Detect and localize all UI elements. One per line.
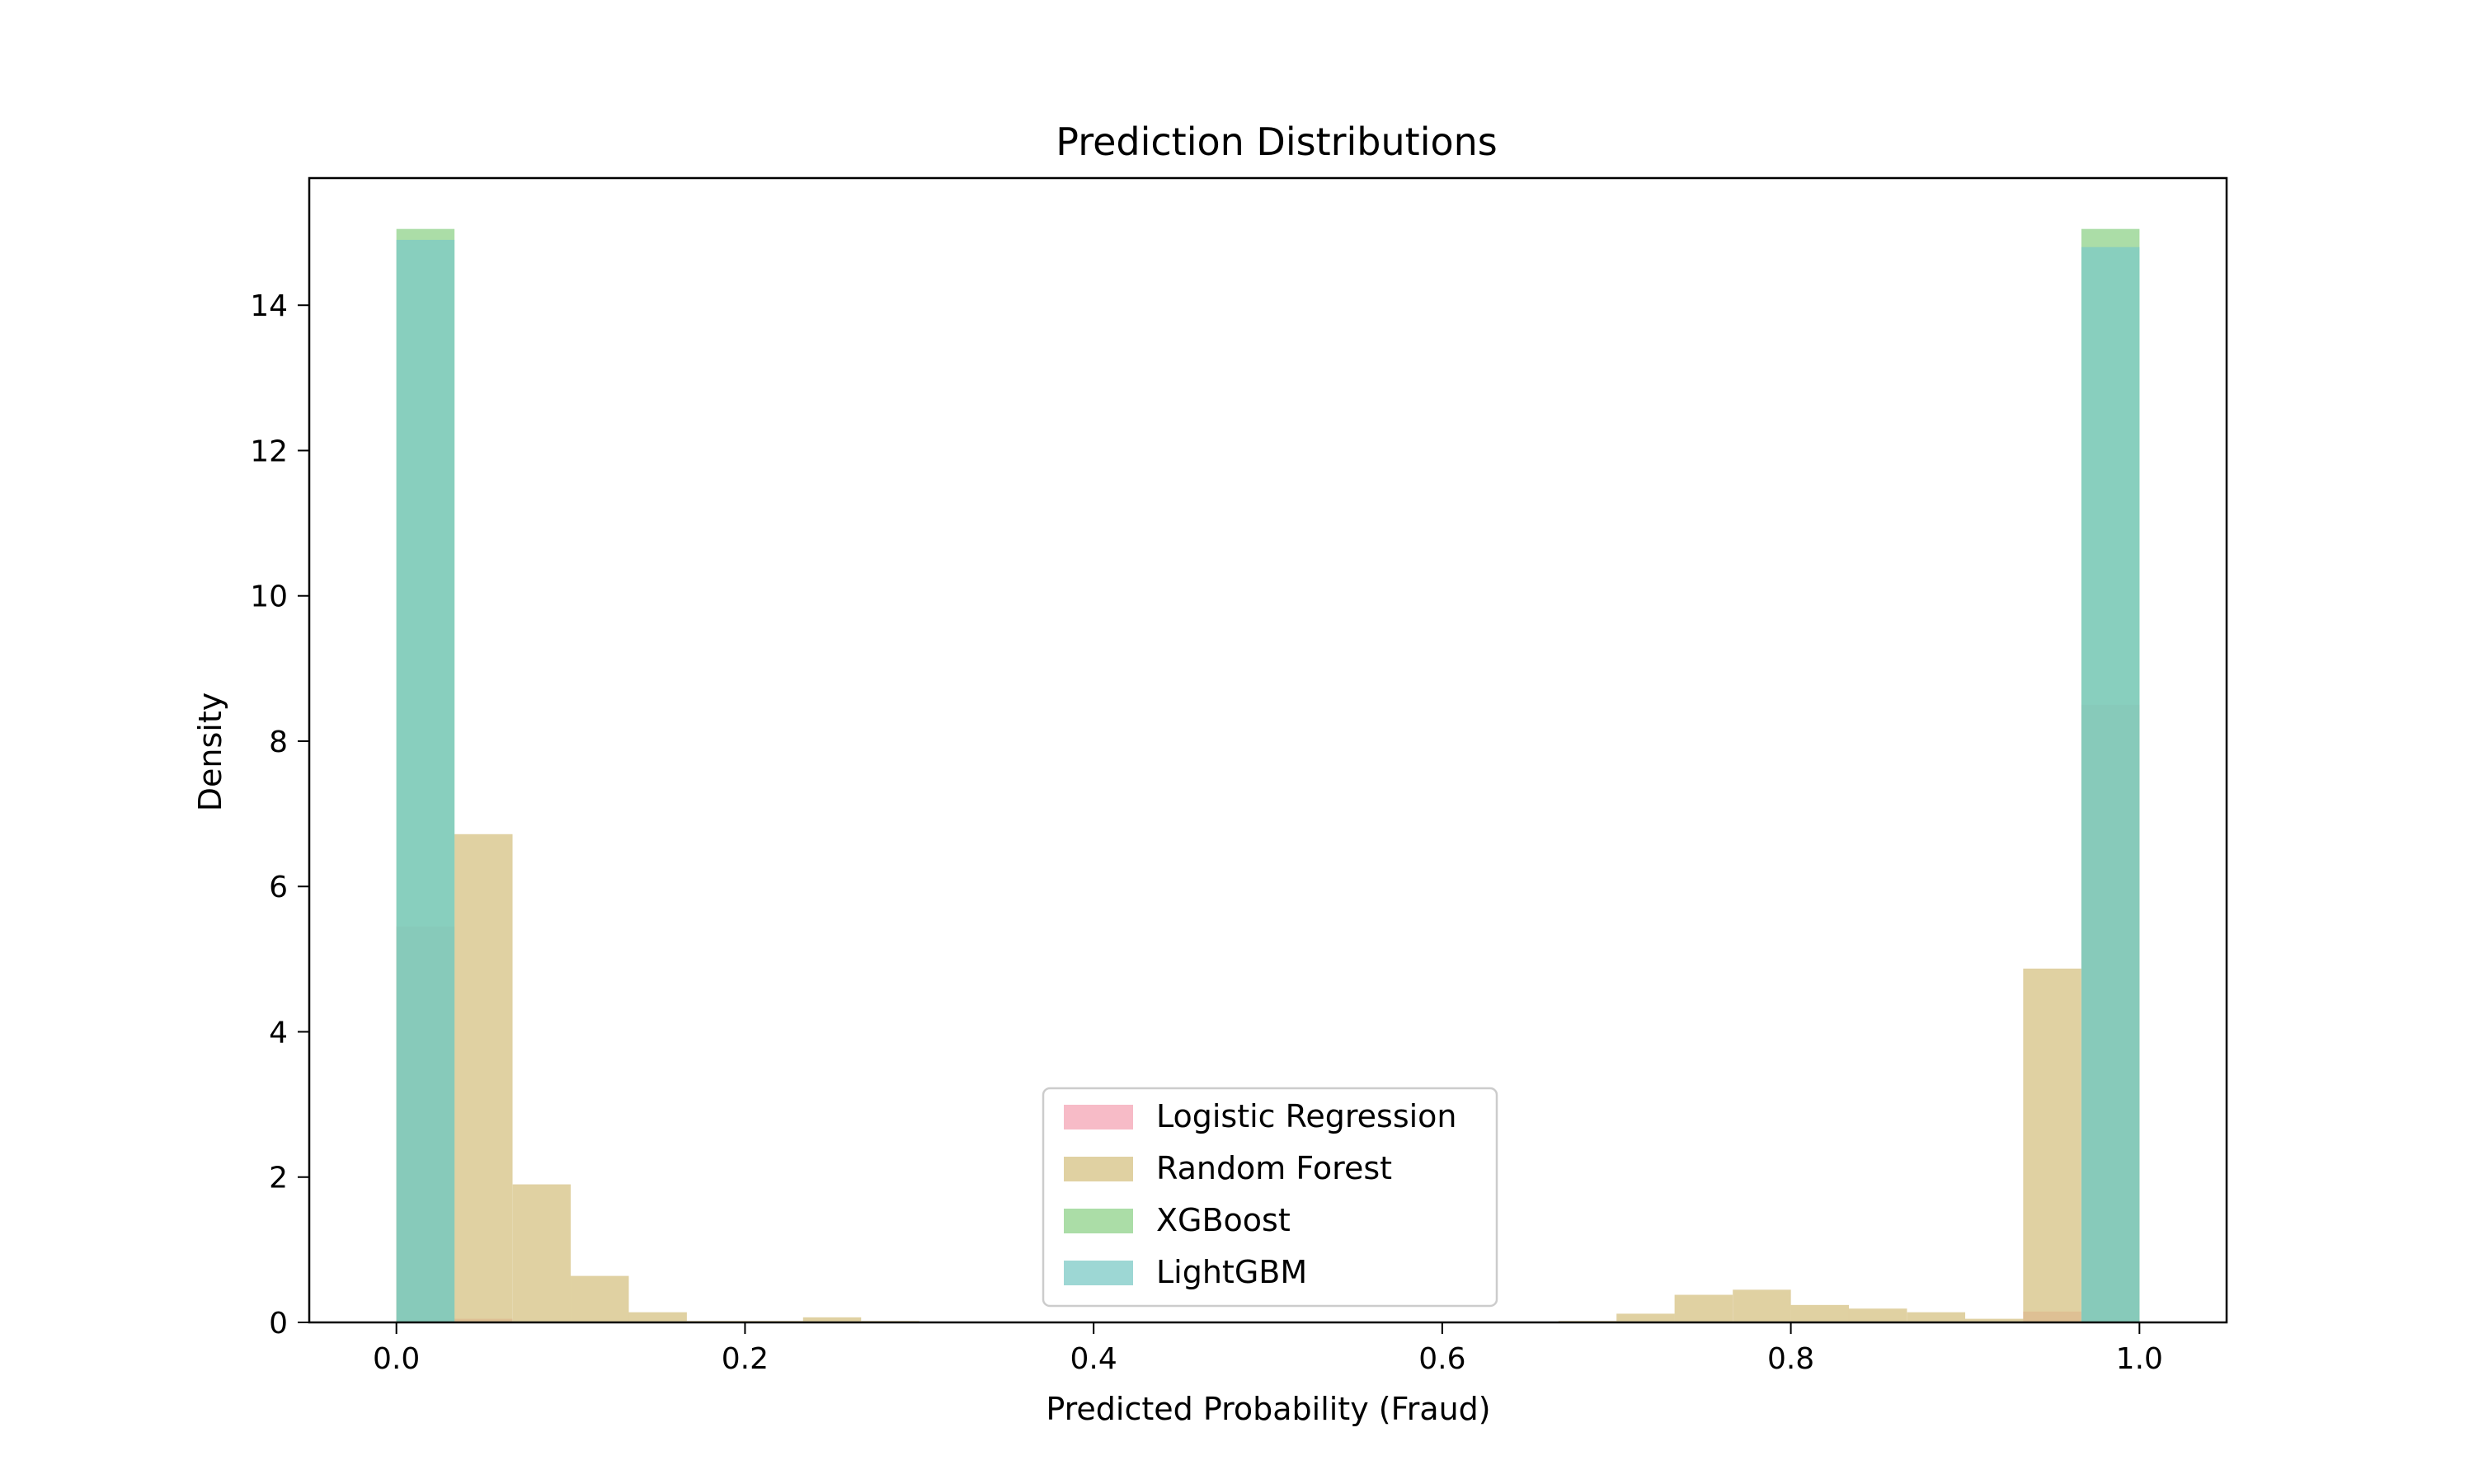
x-tick-label: 1.0 [2116,1342,2163,1376]
x-axis-label: Predicted Probability (Fraud) [1046,1391,1490,1427]
legend-swatch [1064,1261,1133,1285]
random-forest-bar [1848,1308,1907,1322]
random-forest-bar [802,1317,862,1322]
legend-swatch [1064,1105,1133,1129]
y-axis-ticks: 0 2 4 6 8 10 12 14 [250,289,309,1341]
legend: Logistic Regression Random Forest XGBoost L… [1042,1087,1498,1308]
y-axis-label: Density [192,693,228,811]
random-forest-bar [1616,1313,1675,1322]
legend-label: XGBoost [1156,1202,1291,1238]
plot-frame [308,176,2228,1324]
y-tick-label: 12 [250,434,288,468]
random-forest-bar [1674,1294,1733,1322]
y-tick-label: 4 [269,1016,288,1050]
random-forest-bar [1907,1312,1966,1322]
random-forest-bar [2023,968,2081,1322]
legend-label: LightGBM [1156,1254,1307,1290]
lightgbm-bar [396,239,455,1322]
y-tick-label: 8 [269,726,288,759]
y-tick-label: 14 [250,289,288,323]
x-tick-label: 0.8 [1767,1342,1814,1376]
random-forest-bar [1733,1289,1791,1322]
random-forest-bar [454,834,513,1322]
random-forest-bar [1790,1304,1850,1322]
lightgbm-bar [2081,247,2140,1322]
legend-label: Random Forest [1156,1150,1392,1186]
y-tick-label: 2 [269,1162,288,1195]
random-forest-bar [512,1184,571,1322]
x-tick-label: 0.0 [373,1342,420,1376]
x-axis-ticks: 0.0 0.2 0.4 0.6 0.8 1.0 [373,1322,2163,1376]
histogram-bars [396,228,2140,1322]
legend-swatch [1064,1209,1133,1233]
random-forest-bar [1964,1318,2024,1322]
x-tick-label: 0.4 [1070,1342,1117,1376]
legend-box [1042,1087,1498,1308]
x-tick-label: 0.2 [722,1342,769,1376]
random-forest-bar [571,1275,629,1322]
legend-label: Logistic Regression [1156,1098,1457,1134]
y-tick-label: 6 [269,871,288,904]
y-tick-label: 0 [269,1307,288,1341]
x-tick-label: 0.6 [1418,1342,1465,1376]
legend-swatch [1064,1157,1133,1181]
chart-title: Prediction Distributions [1056,120,1497,164]
random-forest-bar [628,1312,687,1322]
y-tick-label: 10 [250,580,288,614]
